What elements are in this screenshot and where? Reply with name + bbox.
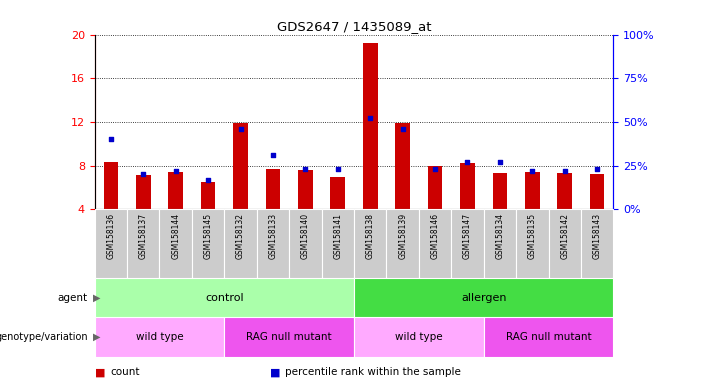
- Bar: [266, 169, 280, 209]
- Bar: [354, 317, 484, 357]
- Bar: [581, 209, 613, 278]
- Text: GSM158133: GSM158133: [268, 213, 278, 259]
- Bar: [330, 177, 345, 209]
- Point: [494, 159, 505, 165]
- Bar: [192, 209, 224, 278]
- Text: ■: ■: [270, 367, 280, 377]
- Point: [235, 126, 246, 132]
- Bar: [451, 209, 484, 278]
- Text: GSM158138: GSM158138: [366, 213, 375, 259]
- Point: [526, 168, 538, 174]
- Bar: [290, 209, 322, 278]
- Text: GSM158141: GSM158141: [333, 213, 342, 259]
- Bar: [418, 209, 451, 278]
- Bar: [298, 170, 313, 209]
- Text: RAG null mutant: RAG null mutant: [505, 332, 592, 342]
- Point: [203, 177, 214, 183]
- Point: [462, 159, 473, 165]
- Bar: [395, 123, 410, 209]
- Bar: [428, 166, 442, 209]
- Bar: [127, 209, 160, 278]
- Bar: [233, 123, 248, 209]
- Text: GSM158146: GSM158146: [430, 213, 440, 259]
- Bar: [363, 43, 378, 209]
- Bar: [200, 182, 215, 209]
- Text: count: count: [110, 367, 139, 377]
- Text: GSM158147: GSM158147: [463, 213, 472, 259]
- Point: [137, 171, 149, 177]
- Bar: [160, 209, 192, 278]
- Bar: [516, 209, 549, 278]
- Text: ▶: ▶: [93, 332, 100, 342]
- Bar: [224, 209, 257, 278]
- Bar: [386, 209, 418, 278]
- Text: genotype/variation: genotype/variation: [0, 332, 88, 342]
- Bar: [525, 172, 540, 209]
- Bar: [484, 317, 613, 357]
- Point: [592, 166, 603, 172]
- Bar: [322, 209, 354, 278]
- Bar: [557, 173, 572, 209]
- Title: GDS2647 / 1435089_at: GDS2647 / 1435089_at: [277, 20, 431, 33]
- Bar: [224, 317, 354, 357]
- Bar: [354, 209, 386, 278]
- Bar: [168, 172, 183, 209]
- Text: GSM158140: GSM158140: [301, 213, 310, 259]
- Bar: [460, 164, 475, 209]
- Text: allergen: allergen: [461, 293, 506, 303]
- Text: percentile rank within the sample: percentile rank within the sample: [285, 367, 461, 377]
- Bar: [257, 209, 290, 278]
- Point: [332, 166, 343, 172]
- Text: ▶: ▶: [93, 293, 100, 303]
- Text: ■: ■: [95, 367, 105, 377]
- Text: GSM158145: GSM158145: [203, 213, 212, 259]
- Bar: [549, 209, 581, 278]
- Point: [365, 115, 376, 121]
- Text: GSM158135: GSM158135: [528, 213, 537, 259]
- Bar: [590, 174, 604, 209]
- Text: GSM158134: GSM158134: [496, 213, 505, 259]
- Point: [430, 166, 441, 172]
- Point: [170, 168, 182, 174]
- Text: GSM158142: GSM158142: [560, 213, 569, 259]
- Text: control: control: [205, 293, 244, 303]
- Bar: [95, 209, 127, 278]
- Point: [105, 136, 116, 142]
- Bar: [95, 317, 224, 357]
- Point: [559, 168, 571, 174]
- Text: agent: agent: [57, 293, 88, 303]
- Text: GSM158136: GSM158136: [107, 213, 116, 259]
- Bar: [136, 175, 151, 209]
- Point: [397, 126, 408, 132]
- Bar: [104, 162, 118, 209]
- Text: RAG null mutant: RAG null mutant: [246, 332, 332, 342]
- Bar: [484, 209, 516, 278]
- Point: [267, 152, 278, 158]
- Text: wild type: wild type: [395, 332, 442, 342]
- Bar: [493, 173, 508, 209]
- Text: GSM158144: GSM158144: [171, 213, 180, 259]
- Text: GSM158139: GSM158139: [398, 213, 407, 259]
- Text: GSM158137: GSM158137: [139, 213, 148, 259]
- Point: [300, 166, 311, 172]
- Bar: [95, 278, 354, 317]
- Text: GSM158132: GSM158132: [236, 213, 245, 259]
- Text: wild type: wild type: [136, 332, 183, 342]
- Text: GSM158143: GSM158143: [592, 213, 601, 259]
- Bar: [354, 278, 613, 317]
